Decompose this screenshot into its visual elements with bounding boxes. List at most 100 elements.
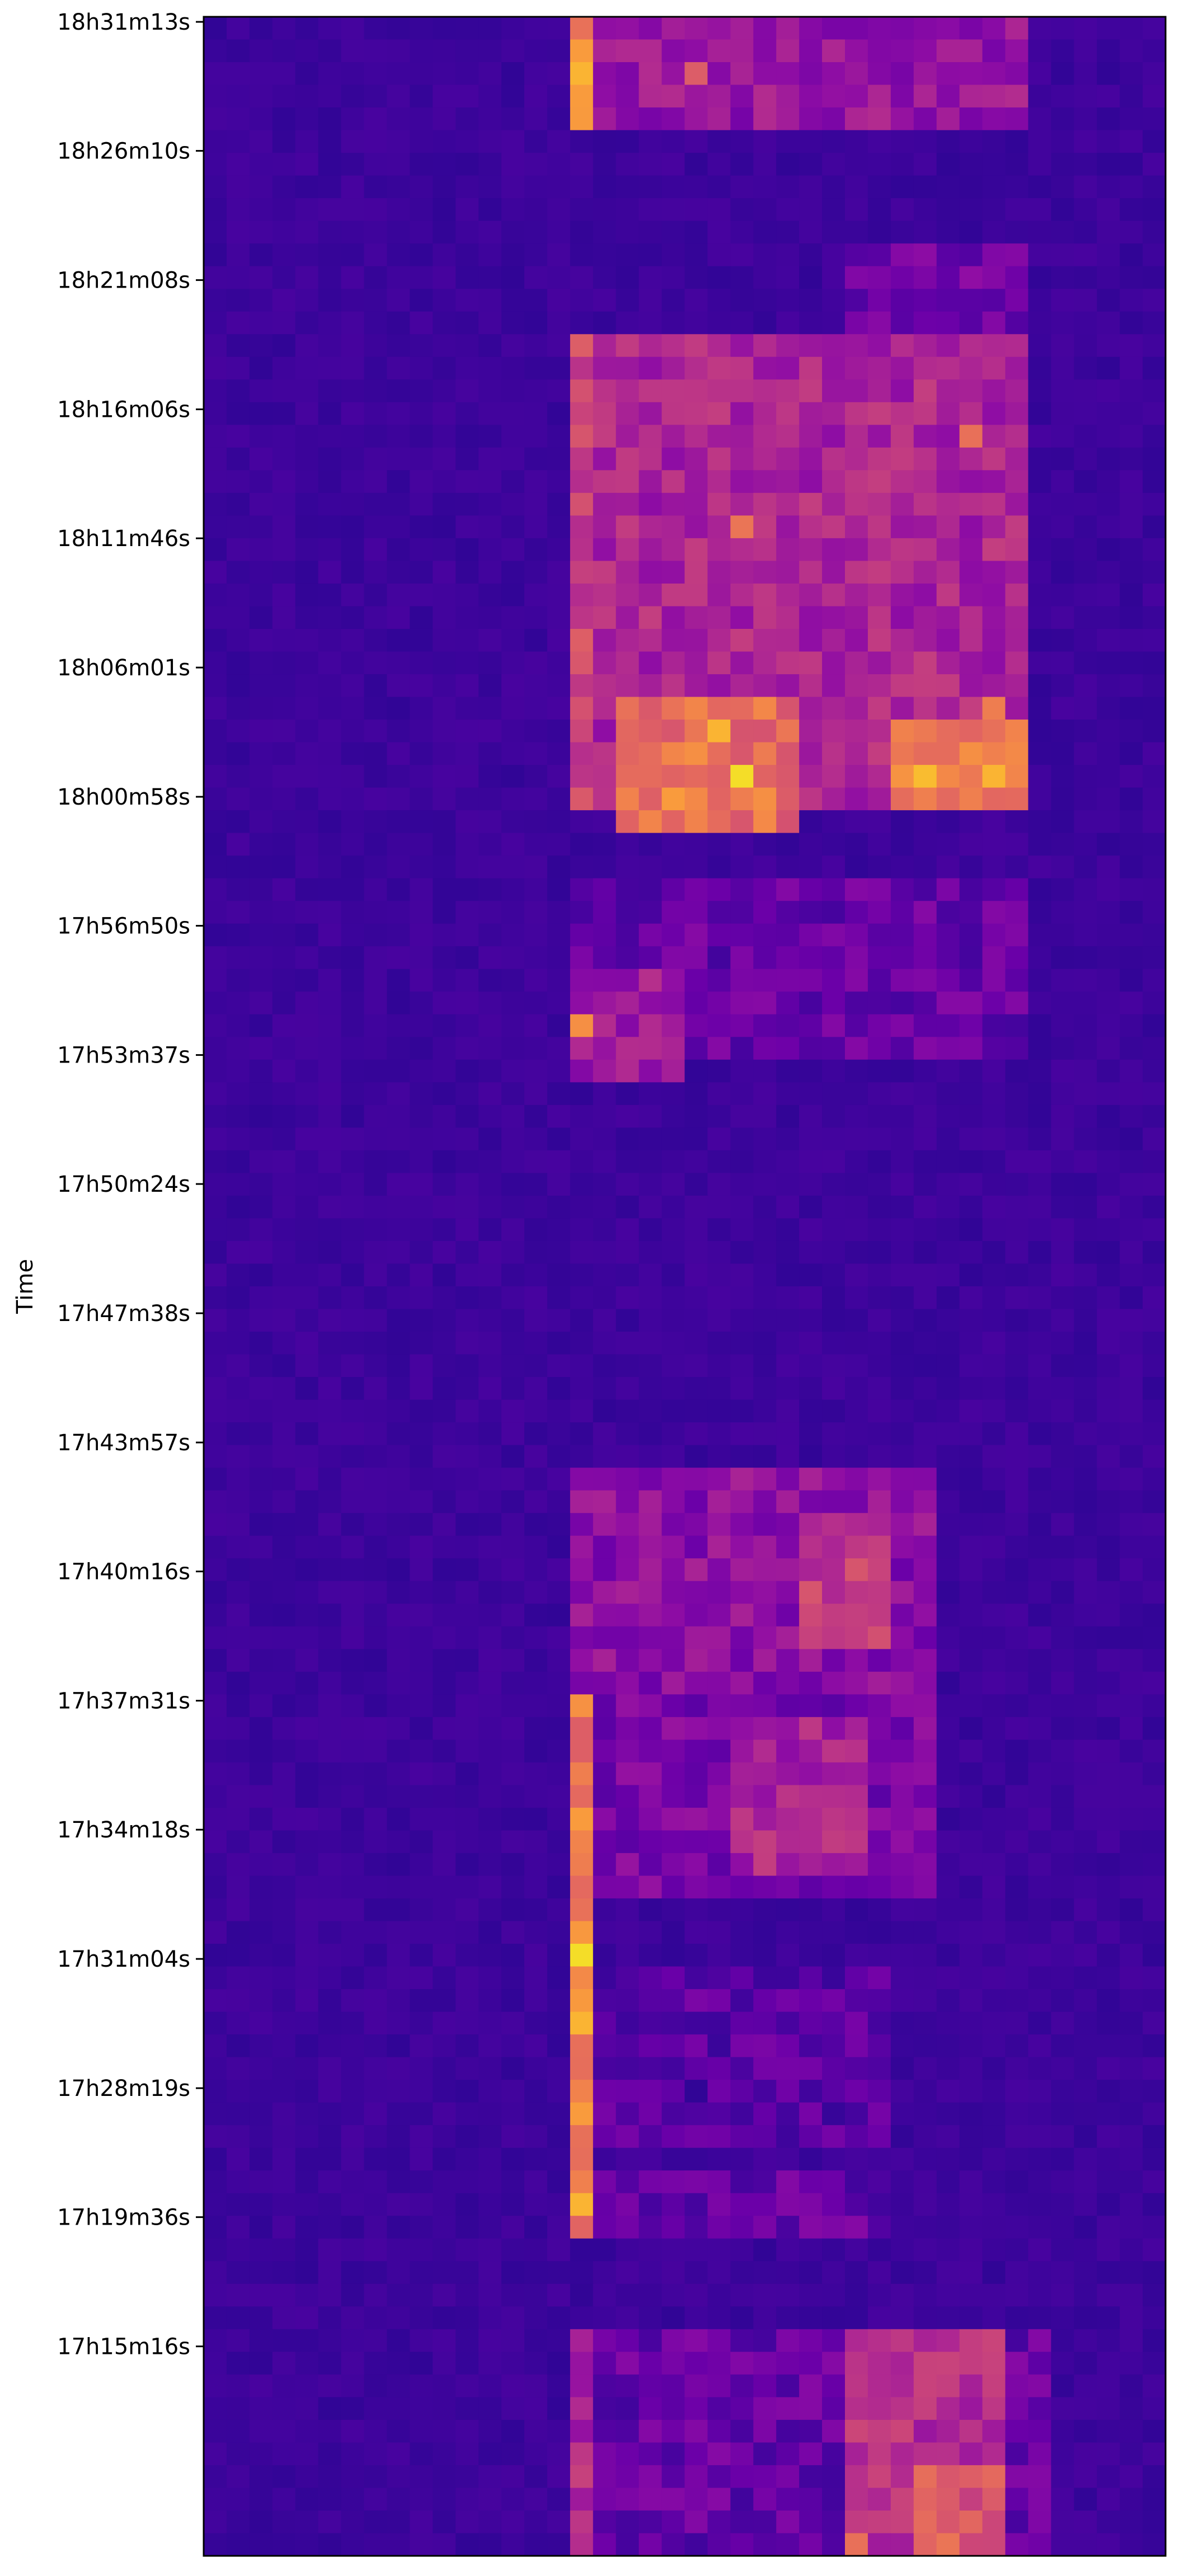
heatmap-cell bbox=[638, 17, 663, 40]
heatmap-cell bbox=[204, 2102, 227, 2126]
heatmap-cell bbox=[387, 1966, 410, 1990]
heatmap-cell bbox=[1074, 84, 1097, 108]
heatmap-cell bbox=[1143, 266, 1166, 289]
heatmap-cell bbox=[959, 606, 983, 629]
heatmap-cell bbox=[730, 787, 754, 811]
heatmap-cell bbox=[776, 810, 800, 834]
heatmap-cell bbox=[959, 901, 983, 924]
heatmap-cell bbox=[410, 1263, 433, 1287]
heatmap-cell bbox=[364, 1875, 388, 1899]
heatmap-cell bbox=[570, 674, 594, 698]
heatmap-cell bbox=[410, 1150, 433, 1174]
heatmap-cell bbox=[295, 2057, 319, 2080]
heatmap-cell bbox=[776, 2170, 800, 2194]
heatmap-cell bbox=[249, 1399, 273, 1423]
heatmap-cell bbox=[524, 17, 548, 40]
heatmap-cell bbox=[295, 1490, 319, 1513]
heatmap-cell bbox=[570, 2080, 594, 2103]
heatmap-cell bbox=[1051, 2488, 1074, 2511]
heatmap-cell bbox=[913, 1127, 937, 1151]
heatmap-cell bbox=[410, 2283, 433, 2307]
heatmap-cell bbox=[1005, 1082, 1029, 1106]
heatmap-cell bbox=[822, 923, 846, 947]
heatmap-cell bbox=[616, 2011, 640, 2035]
heatmap-cell bbox=[982, 1468, 1006, 1491]
heatmap-cell bbox=[524, 1807, 548, 1831]
heatmap-cell bbox=[1143, 1966, 1166, 1990]
heatmap-cell bbox=[1005, 1762, 1029, 1785]
heatmap-cell bbox=[455, 266, 479, 289]
heatmap-cell bbox=[959, 1195, 983, 1219]
heatmap-cell bbox=[936, 1513, 960, 1536]
heatmap-cell bbox=[1120, 538, 1143, 562]
heatmap-cell bbox=[341, 720, 365, 743]
heatmap-cell bbox=[455, 1490, 479, 1513]
heatmap-cell bbox=[318, 1037, 342, 1060]
heatmap-cell bbox=[249, 1649, 273, 1672]
heatmap-cell bbox=[959, 1218, 983, 1242]
heatmap-cell bbox=[1028, 425, 1051, 448]
heatmap-cell bbox=[616, 561, 640, 584]
heatmap-cell bbox=[684, 2238, 708, 2262]
heatmap-cell bbox=[547, 1468, 571, 1491]
heatmap-cell bbox=[272, 198, 296, 222]
heatmap-cell bbox=[1120, 855, 1143, 879]
heatmap-cell bbox=[364, 1286, 388, 1310]
heatmap-cell bbox=[684, 946, 708, 970]
heatmap-cell bbox=[753, 1875, 777, 1899]
heatmap-cell bbox=[638, 606, 663, 629]
heatmap-cell bbox=[204, 62, 227, 86]
heatmap-cell bbox=[272, 2034, 296, 2058]
heatmap-cell bbox=[1097, 2011, 1120, 2035]
heatmap-cell bbox=[547, 1558, 571, 1582]
heatmap-cell bbox=[982, 1649, 1006, 1672]
heatmap-cell bbox=[204, 311, 227, 335]
heatmap-cell bbox=[249, 1173, 273, 1196]
heatmap-cell bbox=[1051, 289, 1074, 312]
heatmap-cell bbox=[1120, 2080, 1143, 2103]
heatmap-cell bbox=[959, 991, 983, 1015]
heatmap-cell bbox=[661, 2102, 685, 2126]
heatmap-cell bbox=[433, 765, 456, 788]
heatmap-cell bbox=[638, 425, 663, 448]
heatmap-cell bbox=[547, 1807, 571, 1831]
heatmap-cell bbox=[616, 765, 640, 788]
heatmap-cell bbox=[684, 1535, 708, 1559]
heatmap-cell bbox=[707, 1853, 731, 1877]
heatmap-cell bbox=[890, 1875, 914, 1899]
heatmap-cell bbox=[364, 1898, 388, 1922]
heatmap-cell bbox=[959, 1921, 983, 1944]
heatmap-cell bbox=[867, 1037, 891, 1060]
heatmap-cell bbox=[364, 220, 388, 244]
heatmap-cell bbox=[433, 1399, 456, 1423]
heatmap-cell bbox=[776, 628, 800, 652]
heatmap-cell bbox=[478, 1445, 502, 1468]
heatmap-cell bbox=[913, 1218, 937, 1242]
heatmap-cell bbox=[1028, 1558, 1051, 1582]
heatmap-cell bbox=[867, 2374, 891, 2398]
heatmap-cell bbox=[433, 720, 456, 743]
heatmap-cell bbox=[959, 2352, 983, 2375]
heatmap-cell bbox=[524, 470, 548, 493]
heatmap-cell bbox=[776, 651, 800, 675]
heatmap-cell bbox=[1074, 810, 1097, 834]
heatmap-cell bbox=[799, 1830, 823, 1854]
heatmap-cell bbox=[455, 1921, 479, 1944]
heatmap-cell bbox=[410, 923, 433, 947]
heatmap-cell bbox=[1143, 1377, 1166, 1400]
heatmap-cell bbox=[822, 17, 846, 40]
heatmap-cell bbox=[387, 1422, 410, 1446]
heatmap-cell bbox=[478, 107, 502, 131]
heatmap-cell bbox=[913, 1037, 937, 1060]
heatmap-cell bbox=[249, 84, 273, 108]
heatmap-cell bbox=[1120, 2057, 1143, 2080]
heatmap-cell bbox=[982, 969, 1006, 992]
heatmap-cell bbox=[1005, 1354, 1029, 1378]
heatmap-cell bbox=[913, 538, 937, 562]
heatmap-cell bbox=[799, 289, 823, 312]
heatmap-cell bbox=[616, 1309, 640, 1332]
heatmap-cell bbox=[982, 1604, 1006, 1627]
heatmap-cell bbox=[776, 1490, 800, 1513]
heatmap-cell bbox=[661, 2216, 685, 2239]
heatmap-cell bbox=[1005, 765, 1029, 788]
